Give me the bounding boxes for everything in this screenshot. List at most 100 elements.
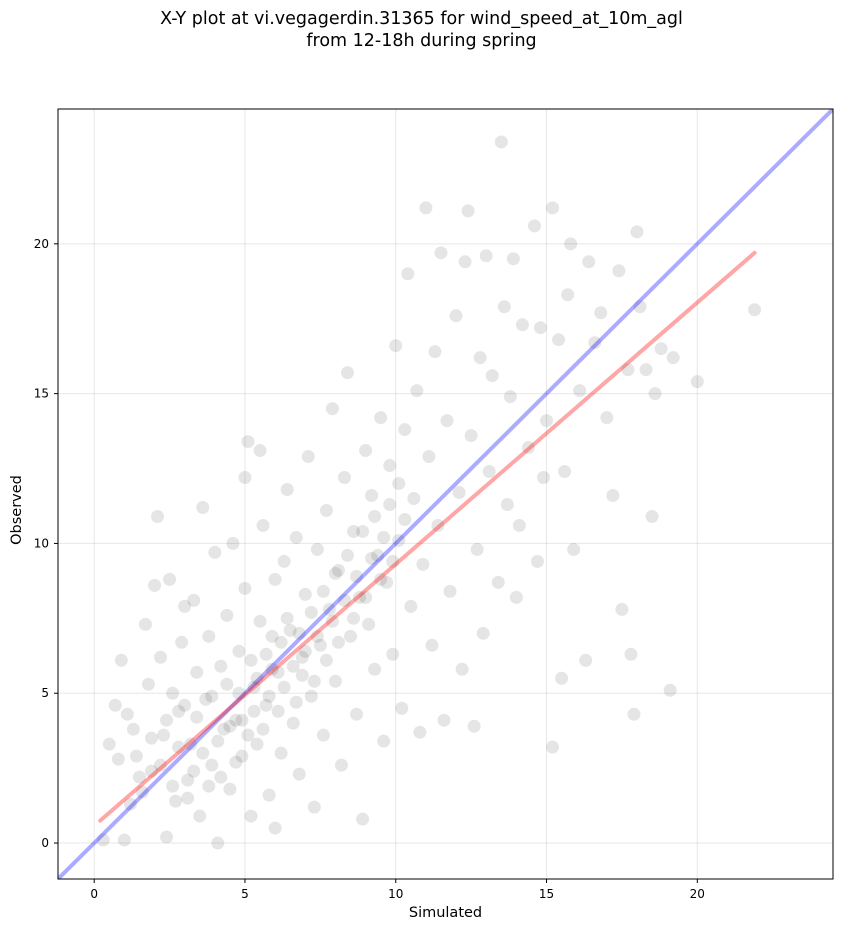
- data-point: [181, 791, 195, 805]
- data-point: [365, 551, 379, 565]
- data-point: [416, 557, 430, 571]
- data-point: [398, 512, 412, 526]
- data-point: [316, 728, 330, 742]
- data-point: [123, 797, 137, 811]
- data-point: [573, 384, 587, 398]
- data-point: [220, 608, 234, 622]
- data-point: [621, 363, 635, 377]
- data-point: [452, 486, 466, 500]
- plot-frame: [57, 108, 834, 880]
- data-point: [533, 321, 547, 335]
- data-point: [401, 267, 415, 281]
- data-point: [419, 201, 433, 215]
- data-point: [325, 614, 339, 628]
- data-point: [235, 713, 249, 727]
- data-point: [392, 477, 406, 491]
- data-point: [428, 345, 442, 359]
- data-point: [440, 414, 454, 428]
- data-point: [187, 764, 201, 778]
- y-tick-label: 0: [41, 836, 49, 850]
- data-point: [265, 629, 279, 643]
- data-point: [654, 342, 668, 356]
- data-point: [521, 441, 535, 455]
- data-point: [157, 728, 171, 742]
- data-point: [96, 833, 110, 847]
- data-point: [530, 554, 544, 568]
- data-point: [558, 465, 572, 479]
- data-point: [253, 444, 267, 458]
- data-point: [289, 530, 303, 544]
- data-point: [232, 644, 246, 658]
- data-point: [108, 698, 122, 712]
- data-point: [178, 698, 192, 712]
- data-point: [114, 653, 128, 667]
- fit-lines: [58, 109, 833, 879]
- data-point: [166, 686, 180, 700]
- data-point: [356, 812, 370, 826]
- data-point: [211, 734, 225, 748]
- data-point: [540, 414, 554, 428]
- data-point: [337, 593, 351, 607]
- data-point: [337, 471, 351, 485]
- data-point: [564, 237, 578, 251]
- data-point: [280, 483, 294, 497]
- data-point: [283, 623, 297, 637]
- data-point: [325, 402, 339, 416]
- data-point: [506, 252, 520, 266]
- data-point: [356, 524, 370, 538]
- x-axis-label: Simulated: [408, 905, 483, 921]
- data-point: [359, 444, 373, 458]
- data-point: [313, 638, 327, 652]
- data-point: [196, 500, 210, 514]
- data-point: [277, 680, 291, 694]
- data-point: [434, 246, 448, 260]
- data-point: [365, 488, 379, 502]
- data-point: [449, 309, 463, 323]
- data-point: [594, 306, 608, 320]
- x-tick-label: 0: [90, 887, 98, 901]
- data-point: [292, 767, 306, 781]
- data-point: [117, 833, 131, 847]
- data-point: [154, 650, 168, 664]
- data-point: [386, 554, 400, 568]
- data-point: [202, 629, 216, 643]
- data-point: [154, 758, 168, 772]
- data-point: [491, 575, 505, 589]
- data-point: [546, 740, 560, 754]
- data-point: [286, 659, 300, 673]
- data-point: [304, 605, 318, 619]
- data-point: [208, 545, 222, 559]
- data-point: [645, 509, 659, 523]
- data-point: [353, 590, 367, 604]
- data-point: [256, 518, 270, 532]
- data-point: [262, 788, 276, 802]
- data-point: [132, 770, 146, 784]
- data-point: [126, 722, 140, 736]
- axis-ticks: 0 5 10 15 20 0 5 10 15 20: [34, 237, 705, 901]
- data-point: [380, 575, 394, 589]
- data-point: [748, 303, 762, 317]
- data-point: [265, 662, 279, 676]
- data-point: [172, 740, 186, 754]
- data-point: [178, 599, 192, 613]
- data-point: [431, 518, 445, 532]
- data-point: [268, 821, 282, 835]
- data-point: [347, 611, 361, 625]
- data-point: [169, 794, 183, 808]
- data-point: [310, 629, 324, 643]
- data-point: [359, 590, 373, 604]
- data-point: [229, 713, 243, 727]
- data-point: [648, 387, 662, 401]
- data-point: [241, 728, 255, 742]
- data-point: [271, 704, 285, 718]
- data-point: [527, 219, 541, 233]
- data-point: [160, 830, 174, 844]
- data-point: [141, 677, 155, 691]
- data-point: [202, 779, 216, 793]
- data-point: [298, 587, 312, 601]
- data-point: [190, 665, 204, 679]
- data-point: [184, 737, 198, 751]
- data-point: [455, 662, 469, 676]
- data-point: [494, 135, 508, 149]
- data-point: [211, 836, 225, 850]
